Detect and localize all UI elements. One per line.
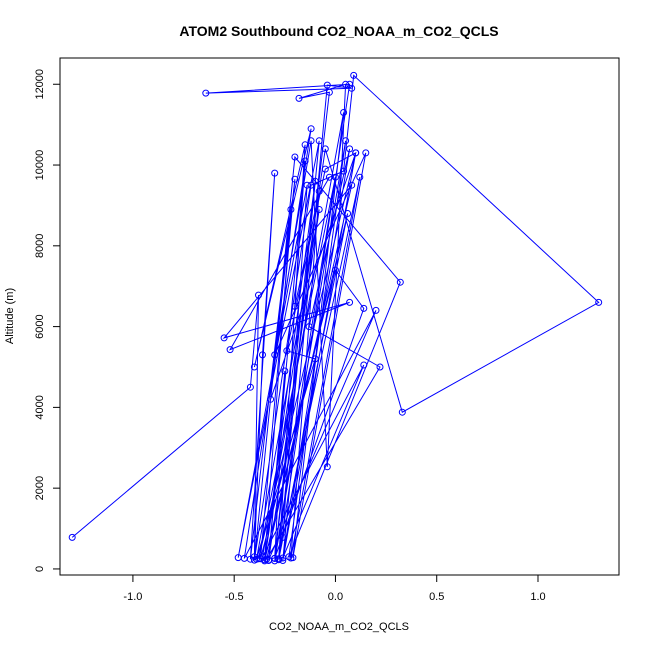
data-point [279, 557, 287, 564]
x-tick-label: 0.5 [429, 591, 444, 603]
x-tick-label: -0.5 [225, 591, 244, 603]
data-point [291, 175, 299, 183]
data-point [305, 323, 313, 331]
data-point [352, 149, 360, 157]
data-point [287, 206, 295, 213]
y-tick-label: 2000 [34, 476, 46, 500]
data-point [346, 298, 354, 306]
data-point [307, 181, 315, 189]
data-point [307, 137, 315, 145]
data-point [342, 80, 350, 88]
data-point [350, 71, 358, 79]
data-point [301, 157, 309, 165]
data-point [291, 302, 299, 310]
data-point [376, 363, 384, 371]
data-point [220, 334, 228, 342]
data-point [360, 304, 368, 312]
data-point [271, 351, 279, 359]
data-point [348, 84, 356, 92]
data-point [356, 173, 364, 181]
series-points [68, 71, 603, 565]
x-axis-label: CO2_NOAA_m_CO2_QCLS [269, 621, 409, 633]
data-point [291, 153, 299, 161]
data-point [323, 463, 331, 471]
y-tick-label: 4000 [34, 395, 46, 419]
data-point [331, 266, 339, 274]
data-point [344, 210, 352, 217]
x-axis: -1.0 -0.5 0.0 0.5 1.0 [123, 574, 546, 603]
chart-title: ATOM2 Southbound CO2_NOAA_m_CO2_QCLS [179, 23, 498, 39]
data-point [315, 137, 323, 145]
data-point [362, 149, 370, 157]
data-point [226, 346, 234, 354]
data-point [263, 555, 271, 563]
x-tick-label: 0.0 [328, 591, 343, 603]
data-point [246, 383, 254, 391]
data-point [301, 141, 309, 149]
data-point [325, 173, 333, 181]
data-point [289, 554, 297, 562]
data-point [281, 367, 289, 375]
data-point [68, 533, 76, 541]
data-point [271, 169, 279, 177]
x-tick-label: -1.0 [123, 591, 142, 603]
data-point [267, 395, 275, 403]
data-point [259, 351, 266, 359]
series-line [71, 74, 600, 562]
y-tick-label: 12000 [34, 69, 46, 100]
data-point [396, 278, 404, 286]
data-point [315, 187, 323, 195]
data-point [202, 89, 210, 97]
data-point [323, 81, 331, 89]
y-tick-label: 0 [34, 566, 46, 572]
y-tick-label: 8000 [34, 234, 46, 258]
data-point [342, 137, 350, 145]
data-point [279, 554, 287, 562]
data-point [275, 556, 283, 564]
data-point [295, 94, 303, 102]
data-point [398, 408, 406, 416]
data-point [321, 165, 329, 173]
data-point [311, 177, 319, 185]
data-point [307, 125, 315, 133]
y-tick-label: 10000 [34, 150, 46, 181]
data-point [346, 80, 354, 88]
data-point [346, 145, 354, 153]
data-point [340, 109, 348, 116]
data-point [360, 361, 368, 369]
data-point [595, 298, 603, 306]
data-point [261, 557, 269, 565]
y-axis: 0 2000 4000 6000 8000 10000 12000 [34, 69, 61, 572]
data-point [340, 167, 348, 175]
data-point [325, 88, 333, 96]
data-point [250, 363, 258, 371]
data-point [271, 554, 279, 562]
data-point [303, 181, 311, 189]
data-point [283, 347, 291, 355]
data-point [234, 554, 242, 562]
y-tick-label: 6000 [34, 314, 46, 338]
series-lines [71, 74, 600, 562]
data-point [279, 533, 287, 541]
data-point [253, 555, 260, 563]
data-point [321, 145, 329, 153]
data-point [372, 306, 380, 314]
x-tick-label: 1.0 [530, 591, 545, 603]
data-point [265, 557, 273, 564]
data-point [255, 291, 262, 299]
data-point [311, 355, 319, 363]
data-point [348, 181, 356, 189]
y-axis-label: Altitude (m) [4, 288, 16, 344]
data-point [315, 206, 323, 213]
